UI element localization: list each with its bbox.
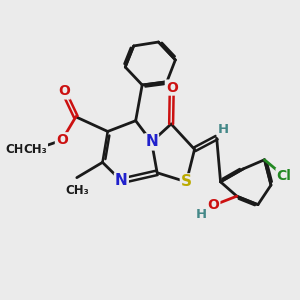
- Text: O: O: [166, 81, 178, 94]
- Text: Cl: Cl: [277, 169, 291, 183]
- Text: CH₃: CH₃: [23, 143, 47, 156]
- Text: O: O: [208, 198, 219, 212]
- Text: H: H: [218, 123, 229, 136]
- Text: S: S: [181, 174, 192, 189]
- Text: CH₃: CH₃: [65, 184, 89, 197]
- Text: N: N: [145, 134, 158, 149]
- Text: N: N: [115, 173, 128, 188]
- Text: CH₃: CH₃: [6, 143, 29, 156]
- Text: O: O: [56, 133, 68, 147]
- Text: O: O: [58, 85, 70, 98]
- Text: H: H: [196, 208, 207, 221]
